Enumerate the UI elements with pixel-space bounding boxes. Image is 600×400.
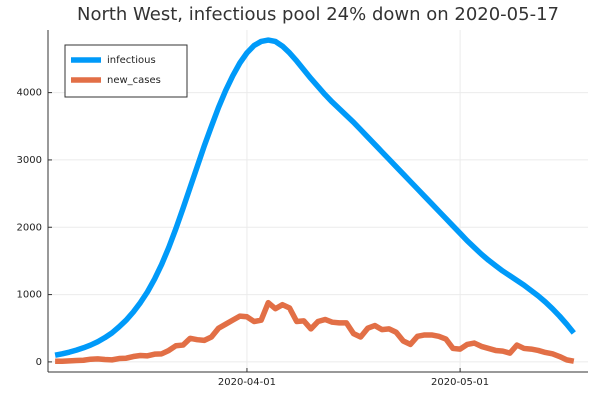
y-tick-label: 2000: [17, 222, 42, 233]
line: [55, 299, 575, 364]
legend-label: new_cases: [107, 75, 161, 86]
y-tick-label: 1000: [17, 290, 42, 301]
x-tick-label: 2020-04-01: [218, 377, 276, 388]
legend-box: [64, 44, 188, 98]
line: [54, 37, 576, 358]
y-tick-label: 0: [36, 357, 42, 368]
chart-title: North West, infectious pool 24% down on …: [77, 4, 559, 25]
y-tick-label: 4000: [17, 88, 42, 99]
y-tick-label: 3000: [17, 155, 42, 166]
legend-label: infectious: [107, 55, 156, 66]
x-tick-label: 2020-05-01: [431, 377, 489, 388]
